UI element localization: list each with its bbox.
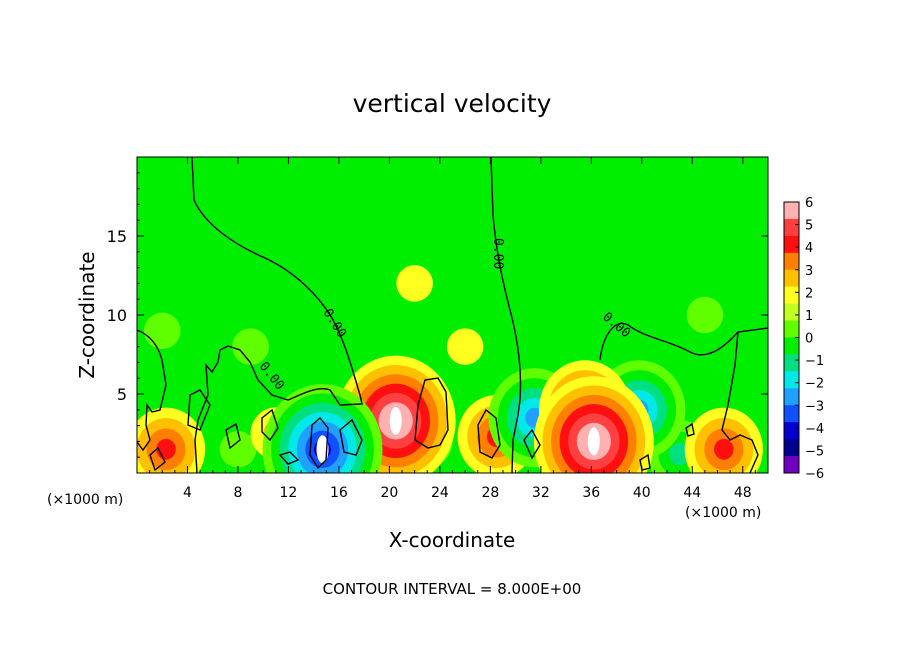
field-feature [396,265,433,302]
x-tick-label: 20 [380,485,398,501]
colorbar-swatch [784,405,799,423]
field-band [396,265,433,302]
x-tick-label: 24 [431,485,449,501]
zero-contour-line [490,157,522,473]
colorbar-tick-label: 1 [805,309,813,324]
x-axis: 4 8 12 16 20 24 28 32 36 40 44 48 [149,157,756,501]
field-band [143,312,181,350]
colorbar-tick-label: −5 [805,444,824,459]
colorbar-swatch [784,235,799,254]
x-tick-label: 36 [582,485,600,501]
zero-contour-line [309,416,329,470]
plot-area: 0.00 0.00 0.00 0.00 4 8 12 16 20 24 28 32 36 40 44… [107,156,769,501]
y-axis-label: Z-coordinate [75,251,99,378]
field-band [232,328,269,365]
colorbar-swatch [784,354,799,372]
contour-label: 0.00 [490,238,505,269]
zero-contours [137,157,768,473]
colorbar-swatch [784,439,799,457]
colorbar-tick-label: 2 [805,286,813,301]
field-core [316,435,329,464]
field-feature [143,312,181,350]
field-core [389,406,402,435]
zero-contour-line [721,331,759,473]
zero-contour-line [225,422,241,450]
y-axis: 5 10 15 [107,172,768,458]
colorbar-swatch [784,456,799,474]
zero-contour-line [685,422,695,437]
colorbar-swatch [784,422,799,440]
colorbar-swatch [784,202,799,220]
x-tick-label: 12 [280,485,298,501]
colorbar-tick-label: −2 [805,377,824,392]
colorbar-swatch [784,320,799,338]
colorbar-swatch [784,269,799,288]
colorbar-swatch [784,388,799,406]
field-feature [686,296,724,334]
colorbar-swatch [784,218,799,237]
colorbar-swatch [784,337,799,355]
field-core [587,427,600,456]
velocity-field [137,265,763,473]
y-tick-label: 10 [107,306,127,325]
x-units-left: (×1000 m) [47,492,123,508]
y-tick-label: 15 [107,227,127,246]
colorbar-tick-label: −4 [805,422,824,437]
colorbar-swatch [784,371,799,389]
x-tick-label: 8 [233,485,242,501]
field-band [446,328,484,365]
x-tick-label: 28 [481,485,499,501]
colorbar-tick-label: −6 [805,467,824,482]
colorbar-swatch [784,286,799,305]
field-feature [446,328,484,365]
zero-contour-line [187,389,211,431]
x-tick-label: 44 [683,485,701,501]
chart-title: vertical velocity [353,89,552,118]
colorbar-swatch [784,303,799,322]
colorbar-swatch [784,252,799,271]
colorbar-tick-label: 0 [805,332,813,347]
contour-interval-note: CONTOUR INTERVAL = 8.000E+00 [323,580,582,598]
zero-contour-line [477,408,501,459]
y-tick-label: 5 [117,385,127,404]
x-tick-label: 48 [734,485,752,501]
zero-contour-line [191,157,363,473]
field-feature [137,407,206,473]
zero-contour-line [261,408,279,442]
colorbar-tick-label: 5 [805,219,813,234]
x-axis-label: X-coordinate [389,528,516,552]
zero-contour-line [523,428,541,460]
colorbar-tick-label: 4 [805,241,813,256]
x-units-right: (×1000 m) [685,505,761,521]
zero-contour-line [149,446,166,472]
colorbar-tick-label: −1 [805,354,824,369]
colorbar: 6 5 4 3 2 1 0 −1 −2 −3 −4 −5 −6 [783,196,824,482]
field-band [714,438,734,460]
colorbar-tick-label: −3 [805,399,824,414]
x-tick-label: 32 [532,485,550,501]
x-tick-label: 40 [633,485,651,501]
zero-contour-line [137,329,167,452]
zero-contour-line [599,322,768,361]
field-feature [232,328,269,365]
zero-contour-line [414,377,449,449]
field-feature [533,376,654,473]
colorbar-tick-label: 6 [805,196,813,211]
x-tick-label: 16 [330,485,348,501]
zero-contour-line [339,418,363,456]
x-tick-label: 4 [183,485,192,501]
field-band [686,296,724,334]
colorbar-tick-label: 3 [805,264,813,279]
zero-contour-line [278,451,300,465]
